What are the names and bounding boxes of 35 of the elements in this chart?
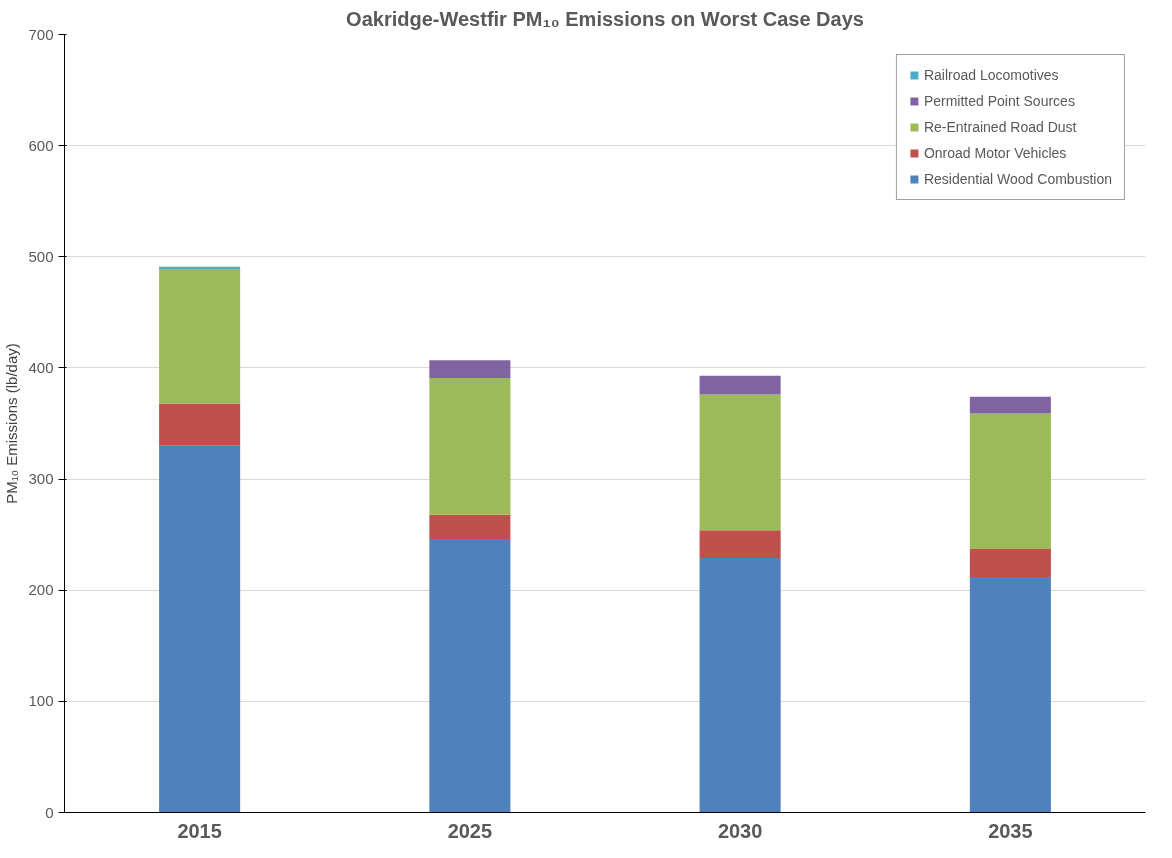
bar — [699, 375, 781, 395]
x-tick-label: 2015 — [177, 819, 222, 842]
bar — [429, 377, 511, 515]
bar — [699, 530, 781, 558]
x-tick-label: 2025 — [447, 819, 493, 842]
legend-label: Permitted Point Sources — [923, 93, 1075, 109]
bar — [429, 360, 511, 378]
y-tick-label: 500 — [28, 247, 54, 265]
bar — [969, 549, 1051, 577]
y-tick-label: 100 — [28, 692, 54, 710]
x-tick-label: 2030 — [717, 819, 763, 842]
bar — [429, 539, 511, 813]
legend-label: Onroad Motor Vehicles — [923, 145, 1067, 161]
legend-label: Railroad Locomotives — [923, 67, 1059, 83]
bar — [699, 557, 781, 813]
x-tick-label: 2035 — [988, 819, 1033, 842]
bar — [699, 394, 781, 531]
legend-label: Residential Wood Combustion — [923, 171, 1112, 187]
bar — [159, 266, 241, 270]
y-tick-label: 400 — [28, 358, 54, 376]
legend-label: Re-Entrained Road Dust — [923, 119, 1077, 135]
bar — [159, 445, 241, 813]
bar — [159, 403, 241, 446]
y-axis-title: PM₁₀ Emissions (lb/day) — [3, 343, 21, 504]
bar — [159, 269, 241, 404]
chart-title: Oakridge-Westfir PM₁₀ Emissions on Worst Case Days — [346, 7, 864, 30]
y-tick-label: 0 — [45, 803, 54, 821]
bar — [969, 413, 1051, 550]
bar — [429, 514, 511, 540]
y-tick-label: 600 — [28, 136, 54, 154]
y-tick-label: 300 — [28, 470, 54, 488]
bar — [969, 396, 1051, 414]
bar — [969, 576, 1051, 813]
y-tick-label: 200 — [28, 581, 54, 599]
y-tick-label: 700 — [28, 25, 54, 43]
